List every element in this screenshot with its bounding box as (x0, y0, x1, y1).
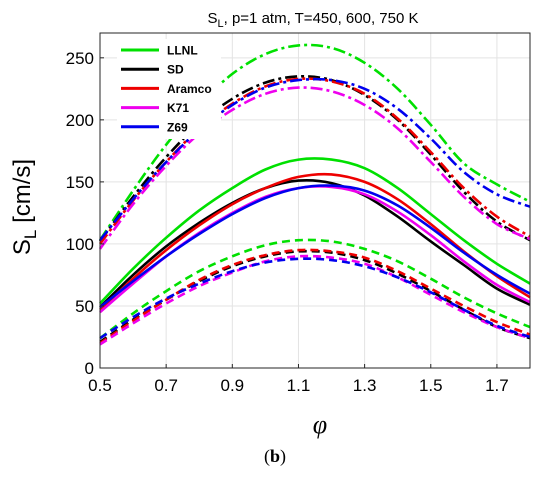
y-tick-label: 50 (75, 297, 94, 316)
series-line-sd-600k (99, 179, 531, 309)
legend: LLNL SD Aramco K71 Z69 (117, 39, 221, 139)
legend-label: K71 (167, 101, 189, 115)
figure-caption: (b) (263, 446, 286, 466)
y-tick-label: 250 (66, 49, 94, 68)
series-line-z69-750k (98, 77, 531, 242)
series-line-k71-750k (98, 86, 531, 250)
x-tick-label: 0.7 (154, 376, 178, 395)
y-axis-label: SL [cm/s] (9, 159, 40, 255)
y-axis: 0 50 100 150 200 250 (66, 49, 104, 378)
legend-item-llnl: LLNL (121, 44, 198, 58)
y-tick-label: 0 (85, 359, 94, 378)
x-tick-label: 0.9 (220, 376, 244, 395)
series-line-z69-450k (99, 257, 531, 340)
legend-item-aramco: Aramco (121, 82, 212, 96)
legend-label: LLNL (167, 44, 198, 58)
x-tick-label: 1.1 (287, 376, 311, 395)
series-line-k71-450k (99, 254, 531, 346)
x-axis-label: φ (313, 410, 327, 439)
series-line-sd-750k (98, 75, 531, 243)
legend-item-z69: Z69 (121, 120, 188, 134)
series-line-z69-600k (99, 184, 531, 309)
legend-label: Aramco (167, 82, 212, 96)
series-line-llnl-600k (99, 157, 531, 305)
legend-item-k71: K71 (121, 101, 189, 115)
plot-lines (98, 43, 531, 346)
plot-frame (99, 32, 531, 369)
x-tick-label: 1.7 (485, 376, 509, 395)
y-tick-label: 150 (66, 173, 94, 192)
series-line-llnl-450k (99, 238, 531, 340)
x-tick-label: 1.3 (353, 376, 377, 395)
y-tick-label: 100 (66, 235, 94, 254)
y-tick-label: 200 (66, 111, 94, 130)
legend-item-sd: SD (121, 63, 184, 77)
legend-label: SD (167, 63, 184, 77)
legend-label: Z69 (167, 120, 188, 134)
x-tick-label: 1.5 (419, 376, 443, 395)
x-axis: 0.5 0.7 0.9 1.1 1.3 1.5 1.7 (88, 364, 509, 395)
series-line-llnl-750k (98, 43, 531, 241)
x-tick-label: 0.5 (88, 376, 112, 395)
chart-title: SL, p=1 atm, T=450, 600, 750 K (207, 10, 418, 30)
